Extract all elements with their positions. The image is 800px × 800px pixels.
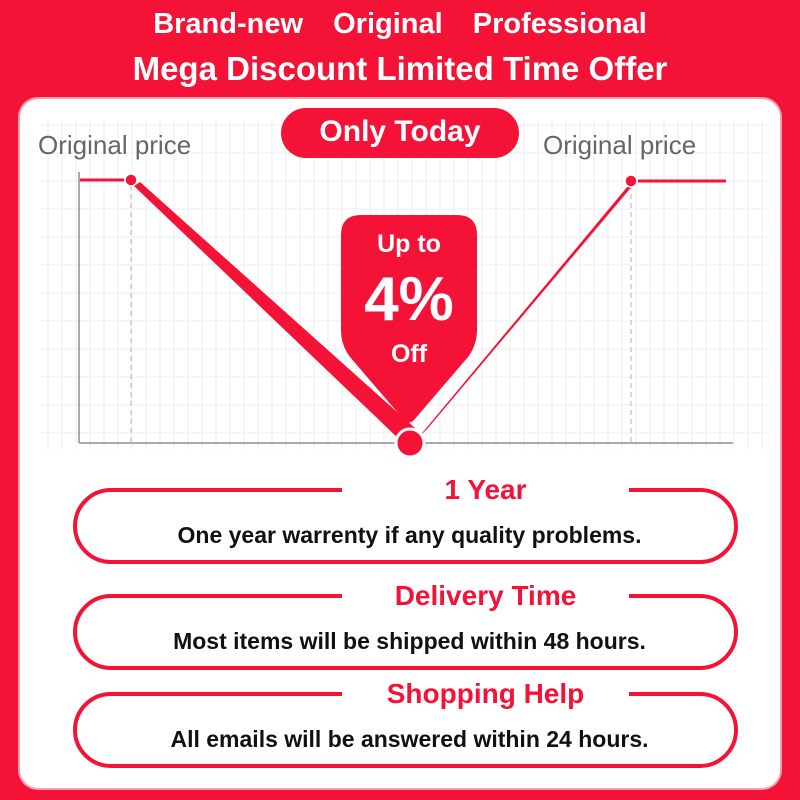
card-description: All emails will be answered within 24 ho… bbox=[170, 726, 649, 752]
discount-value: 4% bbox=[364, 265, 454, 334]
only-today-badge: Only Today bbox=[281, 108, 519, 158]
card-title: 1 Year bbox=[342, 472, 629, 508]
point-left bbox=[124, 173, 138, 187]
info-card-delivery: Delivery Time Most items will be shipped… bbox=[73, 578, 738, 670]
price-line-up bbox=[418, 184, 634, 438]
card-title: Shopping Help bbox=[342, 676, 629, 712]
price-line-down bbox=[134, 182, 415, 440]
info-card-warranty: 1 Year One year warrenty if any quality … bbox=[73, 472, 738, 564]
discount-prefix: Up to bbox=[377, 230, 441, 258]
header-headline: Mega Discount Limited Time Offer bbox=[132, 50, 668, 87]
discount-suffix: Off bbox=[390, 340, 428, 368]
info-card-help: Shopping Help All emails will be answere… bbox=[73, 676, 738, 768]
card-description: One year warrenty if any quality problem… bbox=[177, 522, 642, 548]
point-right bbox=[624, 174, 638, 188]
discount-badge-shape bbox=[341, 215, 477, 423]
card-description: Most items will be shipped within 48 hou… bbox=[173, 628, 646, 654]
card-title: Delivery Time bbox=[342, 578, 629, 614]
original-price-left: Original price bbox=[38, 130, 192, 160]
header-tagline: Brand-new Original Professional bbox=[153, 8, 647, 40]
point-bottom bbox=[394, 427, 426, 459]
original-price-right: Original price bbox=[543, 130, 697, 160]
